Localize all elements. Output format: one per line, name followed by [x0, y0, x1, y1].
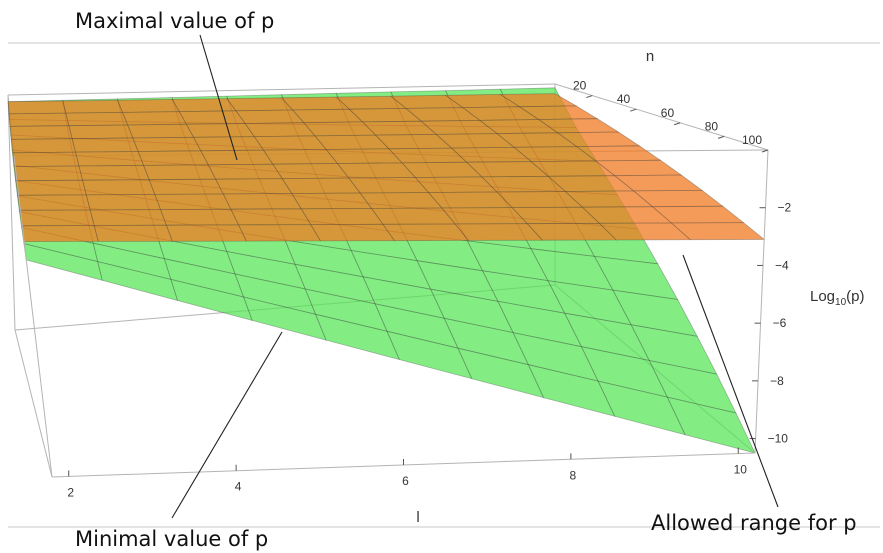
box-edge-front-1	[754, 149, 769, 454]
surfaces-layer	[7, 87, 766, 454]
x-tick-label: 10	[734, 463, 748, 477]
z-axis-label-main: Log	[810, 288, 835, 305]
surface-maximal-patch	[85, 193, 162, 211]
y-tick-label: 20	[573, 79, 587, 93]
z-tick-label: −4	[775, 258, 789, 272]
surface-maximal-patch	[148, 178, 224, 195]
surface-maximal-patch	[253, 135, 328, 151]
surface-maximal-patch	[7, 100, 67, 115]
surface-maximal-patch	[117, 98, 180, 113]
surface-maximal-patch	[200, 149, 274, 166]
annotation-allowed: Allowed range for p	[651, 511, 857, 535]
z-tick-label: −10	[768, 432, 789, 446]
surface-maximal-patch	[137, 150, 209, 166]
annotation-maximal: Maximal value of p	[75, 9, 274, 33]
surface-maximal-patch	[12, 151, 80, 167]
surface-maximal-patch	[19, 209, 95, 227]
surface-maximal-patch	[160, 208, 240, 226]
surface-maximal-patch	[215, 178, 293, 195]
y-tick-mark	[761, 149, 769, 153]
box-edge-front-3	[14, 329, 53, 478]
z-axis-label-sub: 10	[835, 297, 847, 308]
surface-maximal-patch	[165, 224, 248, 242]
surface-maximal-patch	[235, 109, 305, 124]
x-tick-label: 6	[402, 474, 409, 488]
x-axis-label: l	[416, 509, 419, 526]
surface-maximal-patch	[68, 124, 134, 140]
box-edge-back-7	[7, 94, 16, 331]
surface-maximal-patch	[171, 98, 237, 113]
y-tick-label: 60	[661, 106, 675, 120]
surface-maximal-patch	[62, 99, 124, 114]
surface-maximal-patch	[230, 208, 312, 226]
surface-maximal-patch	[143, 164, 217, 181]
surface-maximal-patch	[74, 151, 145, 167]
surface-maximal-patch	[65, 111, 129, 127]
y-tick-label: 80	[705, 119, 719, 133]
surface-maximal-patch	[93, 224, 173, 242]
annotation-minimal: Minimal value of p	[75, 527, 268, 551]
surface-maximal-patch	[310, 223, 396, 242]
surface-maximal-patch	[300, 207, 384, 226]
surface-maximal-patch	[82, 179, 156, 196]
leader-minimal	[171, 331, 283, 519]
z-tick-label: −2	[778, 201, 792, 215]
z-axis-label: Log10(p)	[810, 288, 865, 308]
tick-layer: 2 4 6 8 10 20 40 60 80 100 −2 −4 −6 −8 −10	[67, 79, 791, 500]
surface-maximal-patch	[359, 192, 443, 209]
leader-allowed	[682, 254, 779, 508]
y-axis-label: n	[646, 48, 654, 65]
surface-maximal-patch	[382, 223, 470, 242]
surface-maximal-patch	[15, 179, 87, 196]
box-edge-back-0	[7, 83, 556, 96]
surface-maximal-patch	[89, 209, 167, 226]
z-tick-label: −6	[773, 316, 787, 330]
surface-maximal-patch	[347, 177, 430, 194]
surface-maximal-patch	[192, 136, 265, 152]
z-axis-label-tail: (p)	[846, 288, 864, 305]
surface-maximal-patch	[122, 111, 188, 126]
surface-maximal-patch	[8, 112, 70, 127]
surface-maximal-patch	[237, 224, 322, 242]
surface-maximal-patch	[291, 192, 373, 210]
y-tick-mark	[717, 135, 725, 139]
surface-maximal-patch	[21, 225, 99, 243]
surface-maximal-patch	[185, 123, 256, 138]
surface-maximal-patch	[244, 122, 316, 138]
surface-maximal-patch	[154, 193, 232, 211]
y-tick-label: 100	[742, 133, 762, 147]
surface-maximal-patch	[132, 136, 202, 152]
surface-maximal-patch	[281, 177, 362, 194]
surface-maximal-patch	[13, 165, 84, 182]
surface-maximal-patch	[17, 194, 91, 211]
y-tick-mark	[630, 108, 637, 112]
surface-maximal-patch	[272, 163, 350, 180]
y-tick-label: 40	[617, 92, 631, 106]
y-tick-mark	[674, 122, 681, 126]
x-tick-label: 4	[235, 480, 242, 494]
y-tick-mark	[586, 95, 593, 99]
surface-maximal-patch	[222, 193, 303, 210]
z-tick-label: −8	[770, 374, 784, 388]
surface-maximal-patch	[127, 123, 195, 139]
surface-maximal-patch	[78, 164, 150, 181]
surface-maximal-patch	[71, 137, 139, 153]
surface-maximal-patch	[10, 138, 77, 154]
surface-maximal-patch	[207, 163, 284, 180]
surface-maximal	[7, 93, 766, 243]
box-edge-front-0	[13, 155, 53, 478]
x-tick-label: 2	[67, 485, 74, 499]
x-tick-label: 8	[570, 468, 577, 482]
leader-maximal	[199, 34, 238, 161]
surface-maximal-patch	[370, 207, 457, 225]
box-edge-back-1	[554, 83, 769, 151]
surface-maximal-patch	[262, 149, 339, 165]
surface-maximal-patch	[178, 110, 246, 125]
surface-maximal-patch	[9, 125, 73, 140]
